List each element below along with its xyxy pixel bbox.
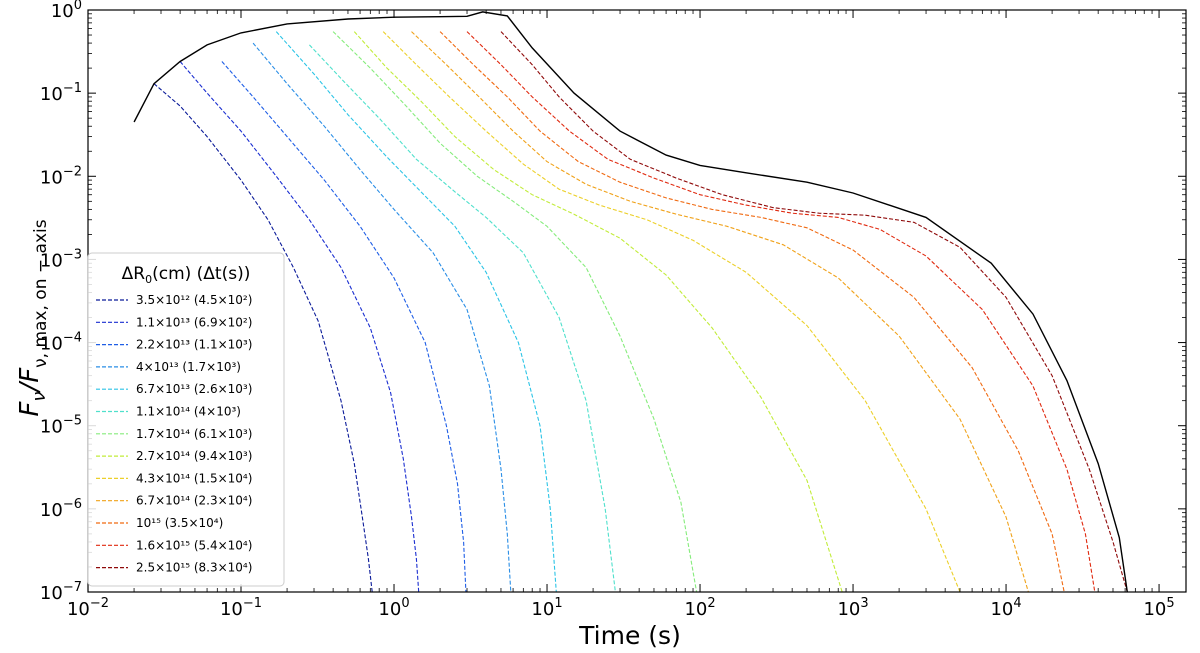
x-tick-label: 101: [531, 596, 562, 620]
y-axis-label-nu: ν: [29, 392, 50, 402]
x-axis-label: Time (s): [578, 621, 681, 650]
legend-label-6: 1.1×10¹⁴ (4×10³): [136, 405, 241, 419]
legend: ΔR0(cm) (Δt(s)) 3.5×10¹² (4.5×10²) 1.1×10…: [87, 252, 285, 587]
legend-title-delta: ΔR: [122, 264, 146, 284]
legend-title-sub: 0: [145, 273, 152, 286]
y-tick-label: 100: [51, 0, 82, 22]
y-axis-label-f: F: [15, 401, 45, 417]
legend-label-10: 6.7×10¹⁴ (2.3×10⁴): [136, 494, 252, 508]
series-line-12: [466, 31, 1096, 593]
envelope-layer: [133, 11, 1128, 593]
x-tick-label: 104: [990, 596, 1021, 620]
series-line-5: [275, 31, 557, 593]
legend-title: ΔR0(cm) (Δt(s)): [122, 264, 251, 286]
legend-label-9: 4.3×10¹⁴ (1.5×10⁴): [136, 471, 252, 485]
y-tick-label: 10−1: [40, 81, 82, 105]
legend-entries: 3.5×10¹² (4.5×10²) 1.1×10¹³ (6.9×10²) 2.2×…: [96, 293, 252, 575]
y-tick-label: 10−2: [40, 164, 82, 188]
series-line-9: [382, 31, 961, 593]
legend-label-12: 1.6×10¹⁵ (5.4×10⁴): [136, 538, 252, 552]
legend-title-rest: (cm) (Δt(s)): [152, 264, 250, 284]
envelope-line: [133, 11, 1128, 593]
y-axis-label: Fν/Fν, max, on − axis: [15, 219, 51, 416]
legend-label-7: 1.7×10¹⁴ (6.1×10³): [136, 427, 252, 441]
legend-label-3: 2.2×10¹³ (1.1×10³): [136, 338, 252, 352]
y-tick-label: 10−5: [40, 414, 82, 438]
series-line-4: [252, 42, 512, 593]
y-tick-label: 10−3: [40, 247, 82, 271]
y-tick-label: 10−7: [40, 580, 82, 604]
legend-label-8: 2.7×10¹⁴ (9.4×10³): [136, 449, 252, 463]
legend-label-5: 6.7×10¹³ (2.6×10³): [136, 382, 252, 396]
series-line-2: [179, 61, 420, 593]
legend-box: [87, 252, 285, 587]
x-tick-label: 10−2: [67, 596, 109, 620]
legend-label-4: 4×10¹³ (1.7×10³): [136, 360, 241, 374]
y-tick-label: 10−4: [40, 331, 82, 355]
x-tick-label: 10−1: [220, 596, 262, 620]
series-line-3: [221, 61, 467, 593]
x-tick-label: 100: [378, 596, 409, 620]
series-line-11: [439, 31, 1065, 593]
legend-label-1: 3.5×10¹² (4.5×10²): [136, 293, 252, 307]
series-layer: [153, 31, 1128, 593]
series-line-6: [308, 44, 616, 593]
y-axis-label-slash: /F: [15, 367, 45, 394]
x-tick-label: 102: [684, 596, 715, 620]
series-line-10: [411, 31, 1029, 593]
series-line-8: [353, 31, 843, 593]
x-tick-label: 105: [1143, 596, 1174, 620]
x-tick-label: 103: [837, 596, 868, 620]
legend-label-11: 10¹⁵ (3.5×10⁴): [136, 516, 223, 530]
legend-label-13: 2.5×10¹⁵ (8.3×10⁴): [136, 561, 252, 575]
series-line-1: [153, 83, 373, 593]
y-axis-label-subscript: ν, max, on − axis: [31, 219, 51, 368]
y-tick-label: 10−6: [40, 497, 82, 521]
series-line-7: [332, 31, 698, 593]
series-line-13: [500, 31, 1128, 593]
legend-label-2: 1.1×10¹³ (6.9×10²): [136, 315, 252, 329]
